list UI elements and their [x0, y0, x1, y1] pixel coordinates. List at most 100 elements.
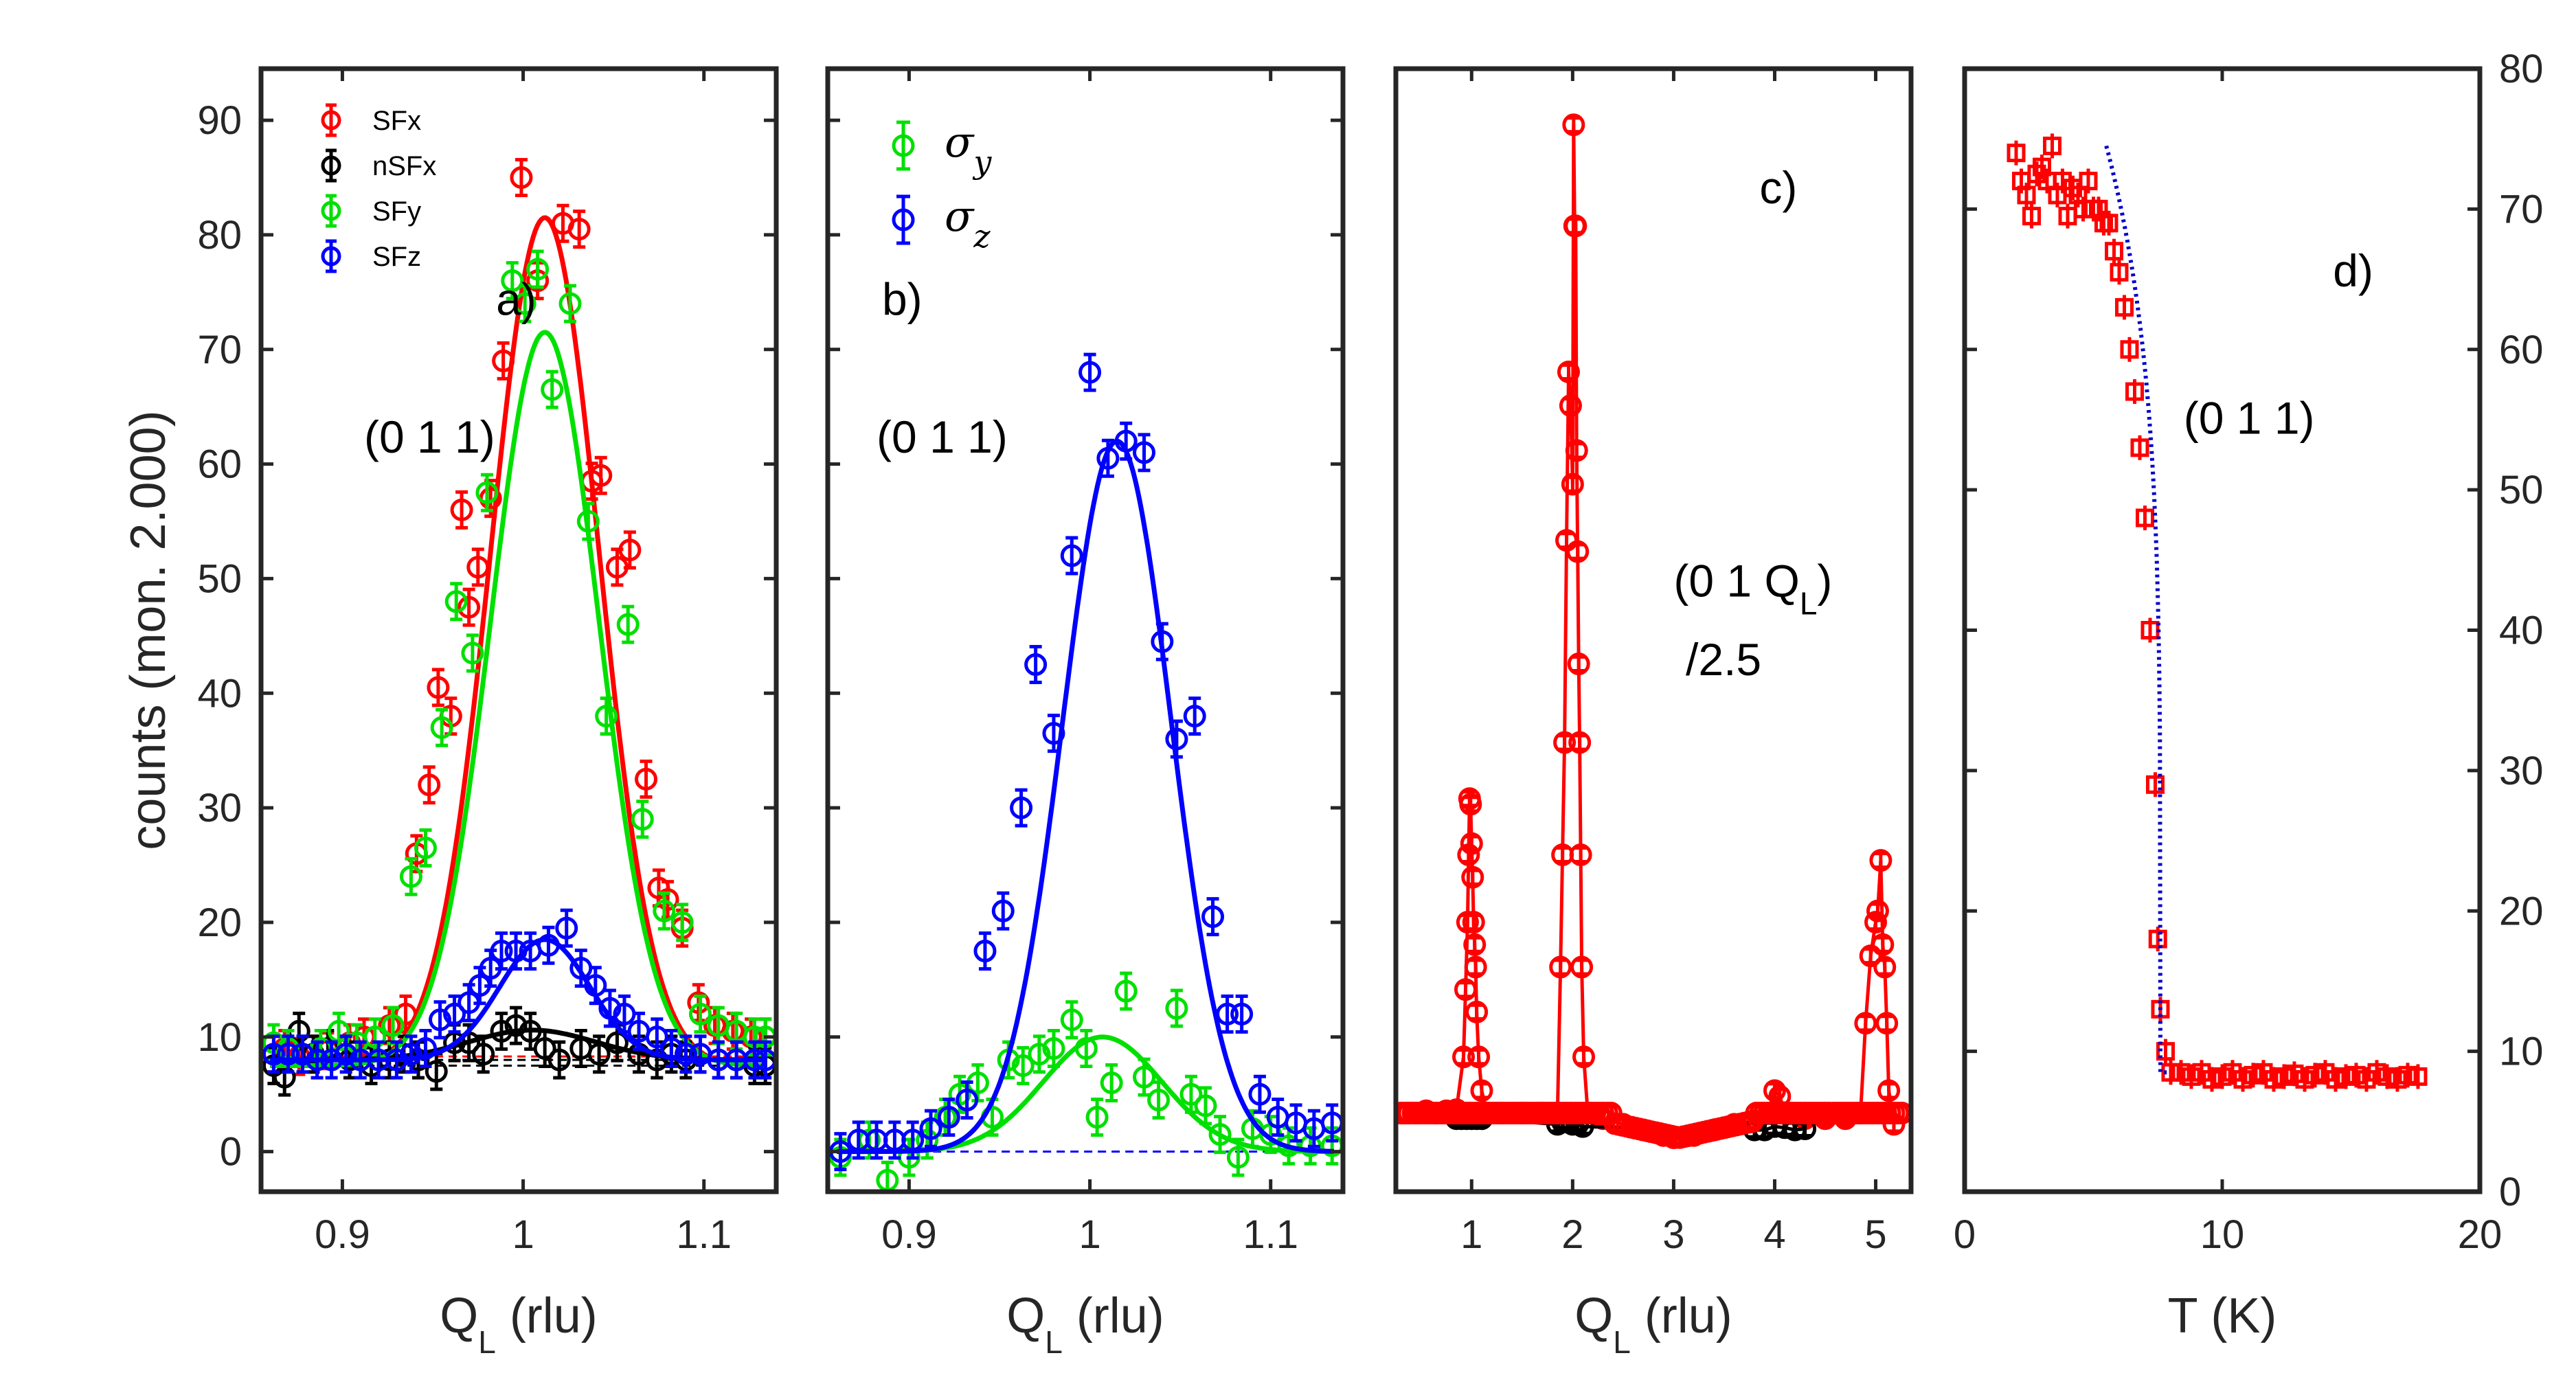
data-point: [1183, 705, 1206, 728]
data-point: [919, 1117, 942, 1140]
data-point: [1464, 955, 1487, 979]
data-point: [1147, 1089, 1171, 1112]
data-point: [2367, 1063, 2386, 1082]
data-point: [2202, 1070, 2222, 1089]
x-axis-label-main: Q: [1006, 1289, 1045, 1343]
data-point: [1564, 214, 1588, 238]
x-axis-label: QL (rlu): [440, 1289, 598, 1360]
data-point: [490, 940, 513, 963]
data-point: [1010, 796, 1033, 819]
annotation-text: (0 1 1): [2184, 392, 2315, 443]
data-point: [1470, 1079, 1493, 1102]
data-point: [567, 218, 591, 241]
legend-marker: [321, 201, 341, 221]
x-axis-label-sub: L: [478, 1324, 496, 1360]
legend-label: σz: [945, 191, 991, 255]
data-point: [1165, 997, 1188, 1020]
data-point: [1114, 979, 1138, 1003]
series-SF: [1396, 113, 1906, 1150]
x-axis-label-sub: L: [1613, 1324, 1631, 1360]
data-point: [618, 538, 642, 562]
data-point: [1854, 1012, 1877, 1035]
annotation-text: b): [882, 274, 923, 325]
plot-area-c: [1396, 113, 1911, 1150]
x-tick-label: 0.9: [881, 1212, 937, 1257]
data-point: [1460, 832, 1483, 855]
data-point: [1864, 911, 1888, 934]
annotation: (0 1 QL): [1673, 555, 1832, 621]
legend-marker: [892, 134, 915, 157]
x-tick-label: 1: [1460, 1212, 1482, 1257]
data-point: [430, 716, 453, 739]
data-point: [472, 1043, 495, 1066]
data-point: [1028, 1043, 1051, 1066]
data-point: [1100, 1071, 1123, 1095]
data-point: [2099, 214, 2119, 233]
data-point: [536, 933, 560, 957]
data-point: [450, 498, 473, 521]
data-point: [291, 1043, 315, 1066]
data-point: [394, 1002, 418, 1025]
data-point: [1559, 394, 1582, 417]
data-point: [418, 773, 441, 797]
fit-curve: [2104, 145, 2171, 1075]
x-axis-label: QL (rlu): [1574, 1289, 1732, 1360]
data-point: [1060, 1008, 1083, 1032]
data-point: [381, 1014, 405, 1037]
data-point: [1859, 944, 1882, 968]
x-tick-label: 0.9: [315, 1212, 370, 1257]
annotation: b): [882, 274, 923, 325]
data-point: [1567, 653, 1590, 676]
data-point: [937, 1106, 960, 1129]
data-point: [1074, 1036, 1098, 1060]
connecting-line: [1405, 124, 1896, 1140]
data-point: [1553, 731, 1577, 754]
data-point: [1042, 722, 1065, 745]
data-point: [1011, 1054, 1035, 1077]
annotation-tail: ): [1817, 555, 1832, 606]
data-point: [1557, 360, 1580, 383]
annotation-text: a): [496, 274, 536, 325]
data-point: [1467, 1045, 1491, 1069]
data-point: [1096, 446, 1120, 470]
y-tick-label: 40: [197, 671, 242, 716]
legend-sigma-sub: y: [972, 144, 992, 181]
data-point: [2022, 207, 2041, 226]
data-point: [533, 1036, 556, 1060]
data-point: [320, 1048, 343, 1071]
data-point: [2171, 1063, 2191, 1082]
data-point: [1133, 441, 1156, 464]
data-point: [2161, 1063, 2180, 1082]
annotation-text: (0 1 1): [877, 411, 1008, 462]
y-tick-label: 80: [197, 213, 242, 258]
data-point: [1871, 933, 1895, 956]
data-point: [2136, 508, 2154, 528]
legend-label: SFz: [372, 242, 421, 272]
data-point: [2336, 1067, 2355, 1086]
data-point: [616, 613, 640, 636]
data-point: [2110, 262, 2129, 282]
data-point: [541, 378, 564, 401]
y-tick-label: 10: [2499, 1030, 2544, 1074]
data-point: [501, 269, 524, 293]
series-(0 1 1): [2007, 133, 2428, 1092]
data-point: [2130, 438, 2149, 457]
legend-marker: [321, 246, 341, 266]
legend: SFx nSFx SFy SFz: [321, 103, 436, 273]
data-point: [956, 1089, 979, 1112]
data-point: [1216, 1002, 1239, 1025]
data-point: [635, 767, 658, 791]
data-point: [656, 888, 679, 911]
data-point: [2398, 1065, 2417, 1085]
data-point: [1569, 843, 1592, 866]
data-point: [2274, 1067, 2294, 1086]
data-point: [1208, 1123, 1232, 1146]
panel-c: 1 2 3 4 5QL (rlu)c)(0 1 QL)/2.5: [1393, 66, 1914, 1360]
y-tick-label: 30: [2499, 749, 2544, 793]
plot-area-b: [828, 352, 1343, 1192]
data-point: [1866, 899, 1889, 922]
fit-curve: [270, 215, 767, 1068]
data-point: [2305, 1065, 2325, 1085]
x-axis-label-rest: (rlu): [496, 1289, 598, 1343]
